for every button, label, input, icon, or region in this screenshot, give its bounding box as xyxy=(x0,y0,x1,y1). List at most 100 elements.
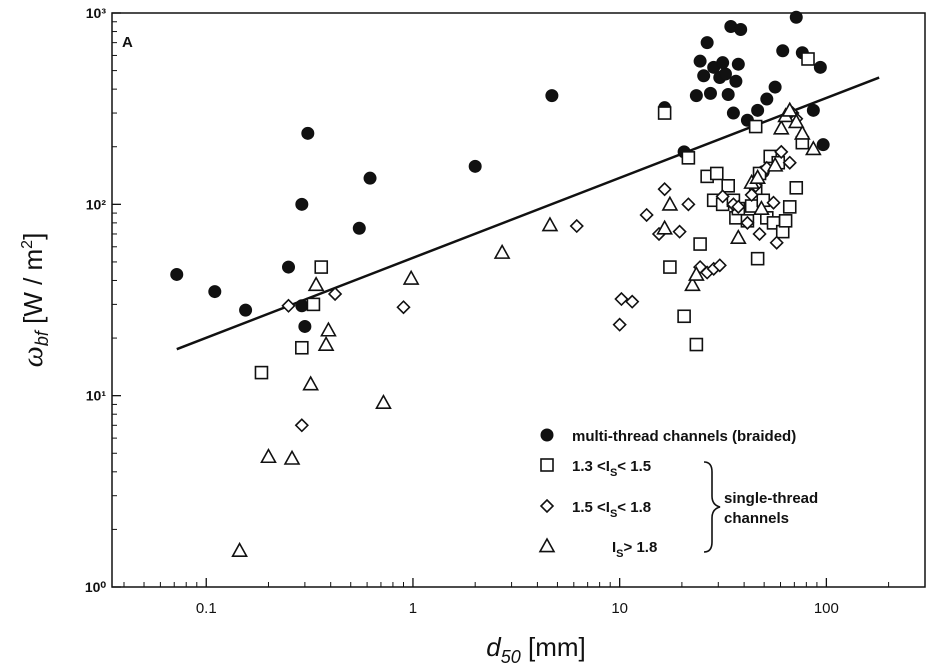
data-point-triangle xyxy=(729,228,747,245)
data-point-diamond xyxy=(614,291,629,307)
data-point-triangle xyxy=(307,276,325,292)
legend-marker-circle xyxy=(540,428,554,442)
y-axis-title-close: ] xyxy=(18,233,48,240)
data-point-triangle xyxy=(283,449,301,465)
data-point-triangle xyxy=(661,195,679,211)
data-point-circle xyxy=(700,36,714,50)
x-tick-label: 100 xyxy=(814,600,839,617)
data-point-circle xyxy=(806,103,820,117)
data-point-circle xyxy=(776,44,790,58)
x-axis-title-subscript: 50 xyxy=(501,647,521,667)
data-point-square xyxy=(709,166,724,181)
data-point-circle xyxy=(721,88,735,102)
data-point-square xyxy=(295,340,309,355)
data-point-diamond xyxy=(327,286,343,302)
data-point-triangle xyxy=(231,541,248,557)
data-point-diamond xyxy=(740,215,755,231)
data-point-triangle xyxy=(317,335,335,351)
svg-text:d50 [mm]: d50 [mm] xyxy=(486,632,586,667)
data-point-triangle xyxy=(793,124,811,140)
y-tick-label: 10¹ xyxy=(86,388,107,404)
data-point-diamond xyxy=(681,197,696,212)
data-point-diamond xyxy=(712,258,727,273)
data-point-diamond xyxy=(612,317,627,332)
data-point-circle xyxy=(282,260,296,274)
data-point-square xyxy=(748,119,763,134)
data-point-square xyxy=(681,151,696,165)
data-point-diamond xyxy=(657,182,672,197)
legend-label-square: 1.3 <IS< 1.5 xyxy=(572,458,651,479)
data-point-circle xyxy=(703,86,717,100)
data-point-square xyxy=(657,106,672,120)
data-point-square xyxy=(801,52,815,66)
y-tick-label: 10³ xyxy=(86,5,107,21)
data-point-triangle xyxy=(688,265,705,281)
data-point-circle xyxy=(697,69,711,83)
data-point-triangle xyxy=(302,375,320,391)
data-point-square xyxy=(693,237,707,251)
y-axis-title: ωbf [W / m2] xyxy=(16,233,52,368)
data-point-circle xyxy=(816,138,830,152)
x-tick-label: 10 xyxy=(611,600,628,617)
data-point-triangle xyxy=(766,156,784,172)
data-point-circle xyxy=(734,22,748,36)
data-point-circle xyxy=(170,267,184,281)
data-point-circle xyxy=(768,80,782,94)
plot-area xyxy=(111,12,926,588)
data-point-diamond xyxy=(672,224,687,239)
fit-line xyxy=(176,76,880,351)
x-axis-title-symbol: d xyxy=(486,632,502,662)
data-point-diamond xyxy=(782,155,797,170)
data-point-square xyxy=(314,260,329,274)
data-point-triangle xyxy=(493,243,511,259)
data-point-square xyxy=(689,337,704,352)
data-point-diamond xyxy=(715,189,730,204)
y-axis-title-subscript: bf xyxy=(32,329,52,346)
legend-group-label-line1: single-thread xyxy=(724,490,818,507)
data-point-circle xyxy=(363,171,377,185)
data-point-diamond xyxy=(766,195,781,210)
data-point-square xyxy=(663,260,677,274)
data-point-diamond xyxy=(569,218,584,234)
data-point-triangle xyxy=(772,119,790,135)
data-point-diamond xyxy=(744,187,759,203)
data-point-circle xyxy=(751,103,765,117)
svg-text:ωbf [W / m2]: ωbf [W / m2] xyxy=(16,233,52,368)
data-point-triangle xyxy=(320,321,337,337)
data-point-triangle xyxy=(656,219,673,235)
axis-ticks-layer: 0.1 1 10 100 10⁰ 10¹ 10² 10³ xyxy=(85,5,890,617)
data-point-circle xyxy=(729,74,743,88)
data-point-circle xyxy=(208,285,222,299)
data-point-circle xyxy=(731,57,745,71)
fit-line-layer xyxy=(176,76,880,351)
data-point-triangle xyxy=(753,199,770,215)
x-tick-label: 0.1 xyxy=(196,600,217,617)
data-point-diamond xyxy=(769,235,784,250)
data-point-diamond xyxy=(625,294,640,309)
legend-marker-triangle xyxy=(538,537,556,553)
x-axis-title: d50 [mm] xyxy=(486,632,586,667)
data-point-circle xyxy=(301,126,315,140)
data-point-circle xyxy=(295,197,309,211)
legend-brace xyxy=(703,461,721,553)
data-point-circle xyxy=(718,67,732,81)
data-point-diamond xyxy=(731,199,746,214)
x-tick-label: 1 xyxy=(409,600,417,617)
data-point-square xyxy=(782,200,797,214)
data-point-square xyxy=(677,309,691,324)
data-point-square xyxy=(778,214,793,228)
data-point-circle xyxy=(352,221,366,235)
legend: multi-thread channels (braided) 1.3 <IS< … xyxy=(538,428,818,560)
data-point-circle xyxy=(760,92,774,106)
data-point-triangle xyxy=(541,216,559,232)
data-point-diamond xyxy=(396,300,411,315)
panel-label: A xyxy=(122,34,133,51)
data-point-circle xyxy=(239,303,253,317)
data-point-circle xyxy=(716,56,730,70)
data-point-diamond xyxy=(639,207,654,223)
data-point-circle xyxy=(545,89,559,103)
data-point-circle xyxy=(689,89,703,103)
y-tick-label: 10² xyxy=(86,196,107,212)
data-point-triangle xyxy=(781,101,799,117)
